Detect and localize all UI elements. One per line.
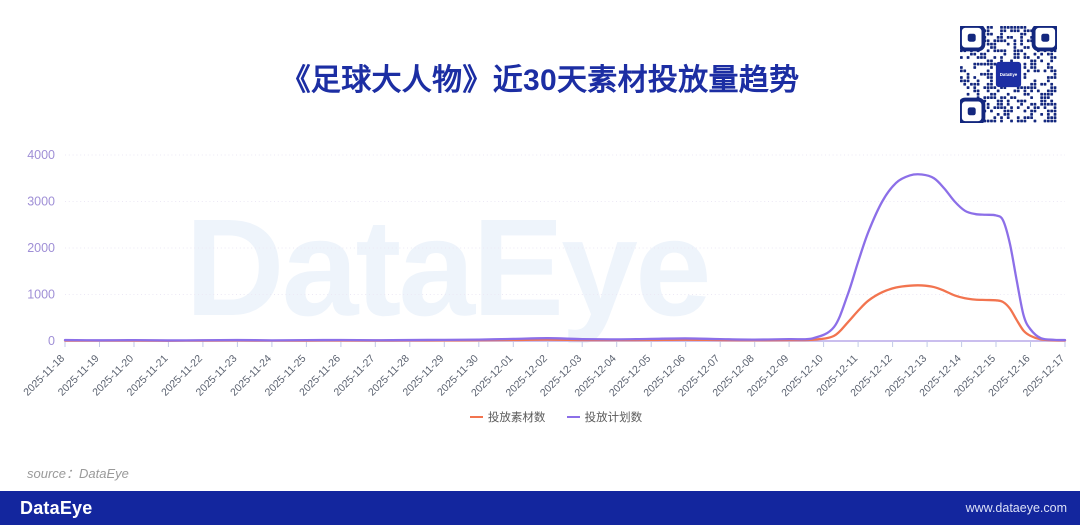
svg-text:3000: 3000 xyxy=(27,195,55,209)
svg-text:2000: 2000 xyxy=(27,241,55,255)
svg-text:4000: 4000 xyxy=(27,148,55,162)
svg-text:0: 0 xyxy=(48,334,55,348)
svg-text:DataEye: DataEye xyxy=(1000,72,1018,77)
svg-text:1000: 1000 xyxy=(27,288,55,302)
